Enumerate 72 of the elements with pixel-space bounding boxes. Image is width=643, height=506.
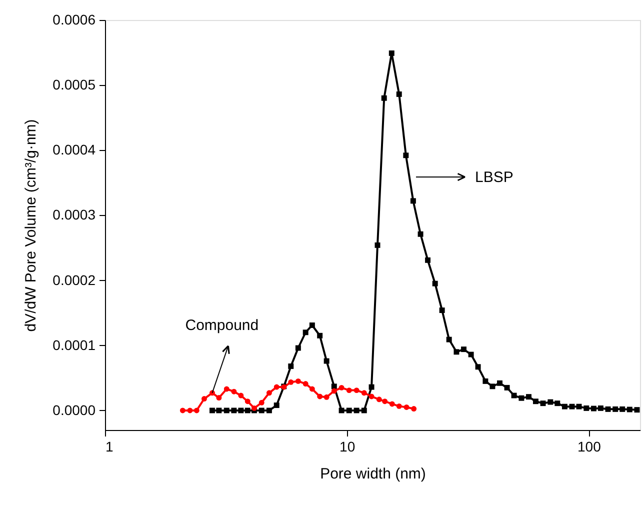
point	[224, 408, 230, 414]
point	[540, 400, 546, 406]
point	[605, 406, 611, 412]
point	[231, 408, 237, 414]
point	[475, 364, 481, 370]
point	[584, 405, 590, 411]
point	[317, 332, 323, 338]
point	[598, 405, 604, 411]
point	[497, 380, 502, 386]
y-tick-label: 0.0003	[52, 206, 96, 223]
point	[288, 363, 294, 369]
point	[302, 330, 308, 336]
point	[374, 242, 380, 248]
annotation: LBSP	[475, 169, 514, 186]
point	[461, 346, 466, 352]
point	[258, 408, 264, 414]
point	[425, 257, 431, 263]
x-axis-title: Pore width (nm)	[320, 466, 426, 482]
point	[620, 406, 626, 412]
point	[562, 404, 568, 410]
point	[361, 408, 367, 414]
point	[439, 308, 445, 313]
point	[482, 378, 488, 384]
point	[590, 406, 596, 412]
point	[454, 349, 460, 355]
point	[576, 404, 582, 410]
point	[244, 408, 250, 414]
point	[569, 404, 575, 410]
x-tick-label: 1	[106, 438, 114, 454]
point	[354, 408, 360, 414]
point	[346, 408, 352, 414]
point	[410, 198, 416, 204]
point	[446, 336, 452, 342]
point	[526, 394, 532, 400]
point	[274, 402, 280, 408]
point	[626, 406, 632, 412]
point	[210, 408, 215, 414]
point	[309, 322, 315, 328]
point	[504, 384, 510, 390]
point	[381, 95, 387, 101]
point	[324, 358, 330, 364]
point	[554, 400, 560, 406]
point	[532, 398, 538, 404]
y-tick-label: 0.0004	[52, 142, 96, 158]
point	[634, 407, 640, 413]
point	[388, 50, 394, 56]
point	[403, 152, 409, 158]
y-tick-label: 0.0006	[52, 12, 96, 28]
point	[432, 280, 438, 286]
annotation: Compound	[185, 316, 259, 334]
point	[368, 384, 374, 390]
point	[518, 395, 524, 401]
point	[331, 384, 337, 390]
y-tick-label: 0.0002	[52, 272, 96, 288]
point	[396, 91, 402, 97]
point	[548, 399, 554, 405]
point	[418, 231, 424, 237]
x-tick-label: 10	[340, 438, 356, 454]
y-tick-label: 0.0001	[52, 336, 96, 353]
point	[216, 408, 222, 414]
y-tick-label: 0.0000	[52, 402, 96, 418]
y-tick-label: 0.0005	[52, 76, 96, 93]
x-tick-label: 100	[578, 438, 602, 454]
point	[238, 408, 244, 414]
y-axis-title: dV/dW Pore Volume (cm³/g·nm)	[22, 119, 40, 332]
point	[511, 392, 517, 398]
point	[612, 406, 618, 412]
point	[295, 345, 301, 351]
point	[338, 408, 344, 414]
point	[490, 384, 496, 390]
point	[468, 352, 474, 358]
point	[266, 408, 272, 414]
